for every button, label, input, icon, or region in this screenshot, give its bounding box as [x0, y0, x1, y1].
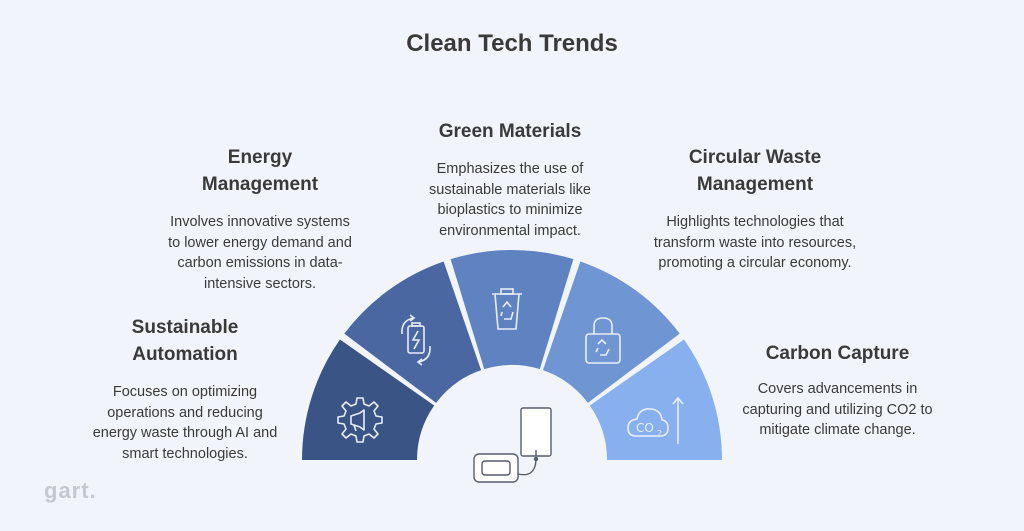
gear-megaphone-icon — [337, 397, 383, 443]
card-description: Involves innovative systems to lower ene… — [168, 214, 352, 292]
card-title: Energy Management — [165, 144, 355, 198]
card-title-line: Sustainable — [131, 317, 239, 338]
card-title-line: Energy — [227, 147, 293, 168]
card-description: Focuses on optimizing operations and red… — [92, 384, 278, 462]
segment-carbon-capture — [589, 339, 722, 460]
battery-storage-icon — [473, 407, 552, 483]
recycle-bin-icon — [492, 288, 522, 330]
card-description: Highlights technologies that transform w… — [653, 214, 857, 271]
card-carbon-capture: Carbon Capture Covers advancements in ca… — [735, 340, 940, 441]
card-energy-management: Energy Management Involves innovative sy… — [165, 144, 355, 294]
diagram-title: Clean Tech Trends — [406, 30, 618, 57]
battery-cycle-icon — [401, 314, 431, 366]
card-title-line: Circular Waste — [688, 147, 822, 168]
segment-green-materials — [450, 249, 574, 370]
segment-energy-management — [344, 261, 482, 403]
card-title: Green Materials — [438, 121, 582, 142]
card-green-materials: Green Materials Emphasizes the use of su… — [405, 118, 615, 241]
card-circular-waste: Circular Waste Management Highlights tec… — [640, 144, 870, 274]
brand-logo: gart. — [44, 478, 97, 503]
card-sustainable-automation: Sustainable Automation Focuses on optimi… — [85, 314, 285, 464]
recycle-bag-icon — [585, 317, 621, 364]
svg-text:CO: CO — [636, 421, 654, 435]
card-title: Circular Waste Management — [640, 144, 870, 198]
card-title: Sustainable Automation — [85, 314, 285, 368]
card-title: Carbon Capture — [765, 343, 910, 364]
co2-cloud-icon: CO 2 — [627, 396, 684, 444]
card-description: Covers advancements in capturing and uti… — [742, 381, 933, 438]
card-description: Emphasizes the use of sustainable materi… — [429, 161, 591, 239]
svg-text:2: 2 — [657, 429, 662, 438]
card-title-line: Management — [201, 174, 319, 195]
card-title-line: Automation — [132, 344, 238, 365]
segment-sustainable-automation — [302, 339, 435, 460]
card-title-line: Management — [696, 174, 814, 195]
